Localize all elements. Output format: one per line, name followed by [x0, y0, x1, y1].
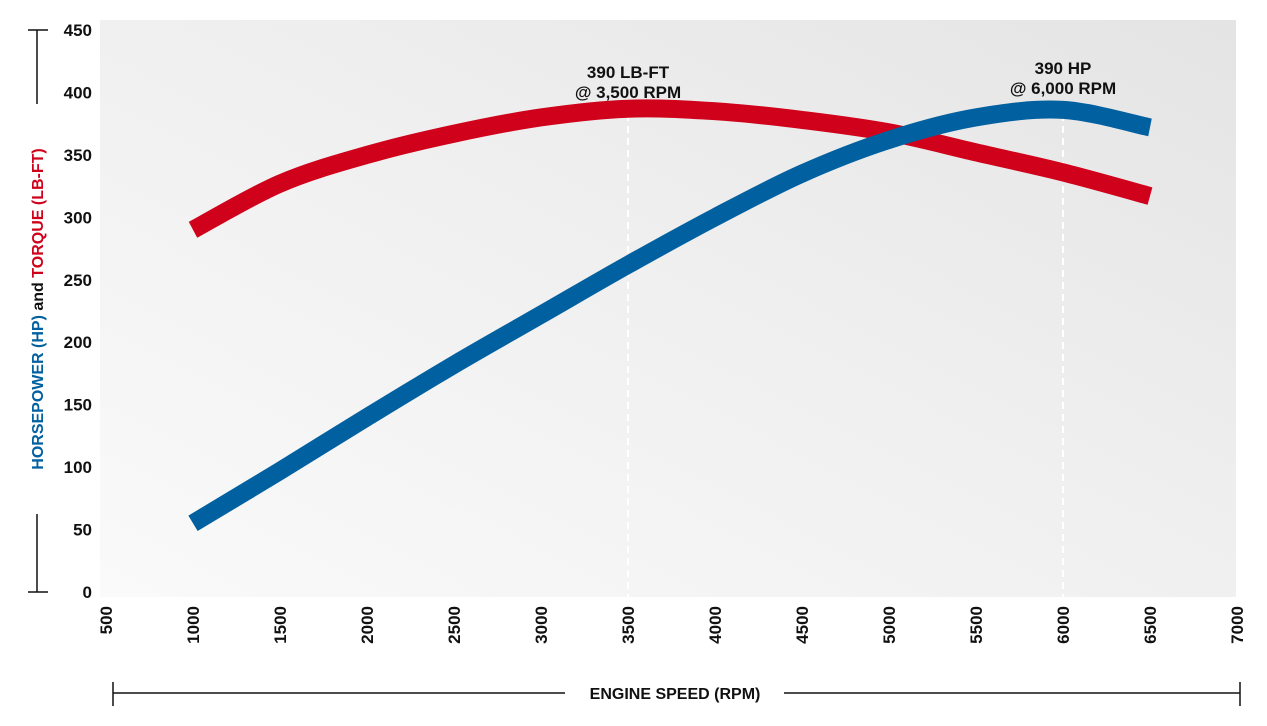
y-tick-label-200: 200 [64, 333, 92, 352]
x-tick-label-6500: 6500 [1141, 606, 1160, 644]
x-tick-label-2000: 2000 [358, 606, 377, 644]
series-line-horsepower-hp [188, 100, 1152, 532]
x-tick-labels: 500 1000 1500 2000 2500 3000 3500 4000 4500 5000 5… [97, 606, 1247, 644]
annotation-label-3500-line1: 390 LB-FT [587, 63, 670, 82]
x-tick-label-7000: 7000 [1228, 606, 1247, 644]
x-tick-label-500: 500 [97, 606, 116, 634]
x-tick-label-3500: 3500 [619, 606, 638, 644]
x-tick-label-3000: 3000 [532, 606, 551, 644]
y-axis-title: HORSEPOWER (HP) and TORQUE (LB-FT) [30, 148, 47, 469]
annotation-label-6000-line1: 390 HP [1035, 59, 1092, 78]
series-line-torque-lb-ft [188, 99, 1153, 238]
y-tick-label-0: 0 [83, 583, 92, 602]
y-tick-label-50: 50 [73, 521, 92, 540]
annotation-label-6000-line2: @ 6,000 RPM [1010, 79, 1116, 98]
x-axis-title: ENGINE SPEED (RPM) [590, 686, 761, 703]
y-tick-label-150: 150 [64, 396, 92, 415]
y-tick-label-400: 400 [64, 83, 92, 102]
annotation-labels: 390 LB-FT@ 3,500 RPM 390 HP@ 6,000 RPM [575, 59, 1116, 102]
y-axis: 0 50 100 150 200 250 300 350 400 450 HORSEPOWER (… [28, 21, 92, 602]
y-tick-label-250: 250 [64, 271, 92, 290]
x-tick-label-5500: 5500 [967, 606, 986, 644]
y-axis-title-torque: TORQUE (LB-FT) [30, 148, 47, 277]
y-tick-labels: 0 50 100 150 200 250 300 350 400 450 [64, 21, 92, 602]
series-lines [188, 99, 1153, 532]
x-tick-label-4000: 4000 [706, 606, 725, 644]
x-tick-label-1000: 1000 [184, 606, 203, 644]
y-axis-title-and: and [30, 278, 47, 315]
y-tick-label-300: 300 [64, 208, 92, 227]
x-tick-label-2500: 2500 [445, 606, 464, 644]
x-tick-label-5000: 5000 [880, 606, 899, 644]
y-tick-label-350: 350 [64, 146, 92, 165]
x-tick-label-6000: 6000 [1054, 606, 1073, 644]
y-tick-label-450: 450 [64, 21, 92, 40]
x-tick-label-4500: 4500 [793, 606, 812, 644]
annotation-label-3500-line2: @ 3,500 RPM [575, 83, 681, 102]
x-axis: 500 1000 1500 2000 2500 3000 3500 4000 4500 5000 5… [97, 606, 1247, 706]
y-tick-label-100: 100 [64, 458, 92, 477]
annotation-lines [627, 102, 1064, 597]
x-tick-label-1500: 1500 [271, 606, 290, 644]
y-axis-title-hp: HORSEPOWER (HP) [30, 315, 47, 470]
